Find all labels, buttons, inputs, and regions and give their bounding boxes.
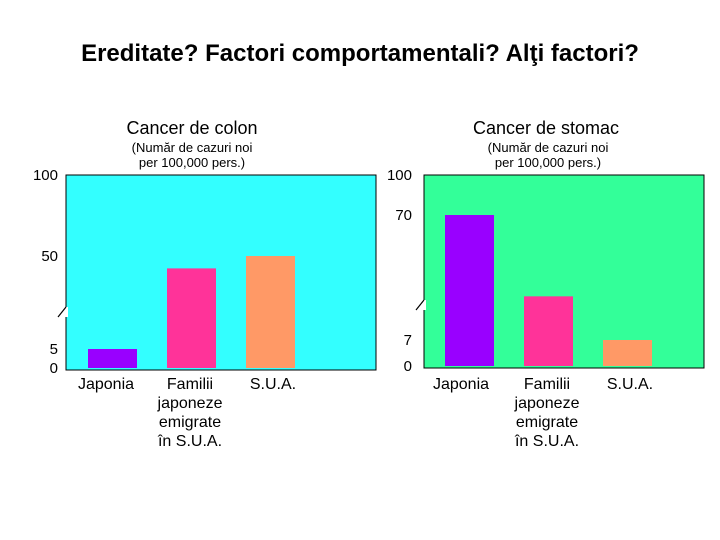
chart1-plot-area bbox=[65, 174, 377, 371]
chart2-category-2-line-2: japoneze bbox=[514, 395, 580, 412]
chart1-category-3-line-1: S.U.A. bbox=[250, 376, 296, 393]
chart2-subtitle-line-1: (Număr de cazuri noi bbox=[488, 140, 609, 155]
chart1-subtitle-line-2: per 100,000 pers.) bbox=[139, 155, 245, 170]
chart2-title: Cancer de stomac bbox=[473, 118, 619, 138]
chart2-category-2-line-3: emigrate bbox=[516, 414, 578, 431]
chart2-axis-break-mark bbox=[415, 299, 425, 311]
chart1-bar-2 bbox=[167, 268, 216, 368]
chart2-category-2-line-1: Familii bbox=[524, 376, 570, 393]
chart2-y-tick-100: 100 bbox=[387, 167, 412, 184]
chart1-y-tick-5: 5 bbox=[50, 341, 58, 358]
chart2-y-tick-0: 0 bbox=[404, 358, 412, 375]
chart2-category-2-line-4: în S.U.A. bbox=[514, 433, 579, 450]
chart1-axis-break-gap bbox=[64, 307, 68, 317]
chart2-category-1-line-1: Japonia bbox=[433, 376, 489, 393]
chart2-axis-break-gap bbox=[422, 300, 426, 310]
chart2-bar-1 bbox=[445, 215, 494, 366]
chart2-bar-2 bbox=[524, 296, 573, 366]
chart1-subtitle-line-1: (Număr de cazuri noi bbox=[132, 140, 253, 155]
chart2-y-tick-7: 7 bbox=[404, 332, 412, 349]
chart1-category-2-line-2: japoneze bbox=[157, 395, 223, 412]
chart2-y-tick-70: 70 bbox=[395, 207, 412, 224]
chart2-bar-3 bbox=[603, 340, 652, 366]
chart1-title: Cancer de colon bbox=[126, 118, 257, 138]
chart1-category-2-line-4: în S.U.A. bbox=[157, 433, 222, 450]
chart1-axis-break-mark bbox=[57, 306, 67, 318]
chart1-category-1-line-1: Japonia bbox=[78, 376, 134, 393]
chart1-bar-3 bbox=[246, 256, 295, 368]
chart1-y-tick-50: 50 bbox=[41, 248, 58, 265]
chart1-category-2-line-3: emigrate bbox=[159, 414, 221, 431]
chart1-y-tick-100: 100 bbox=[33, 167, 58, 184]
chart1-bar-1 bbox=[88, 349, 137, 368]
chart1-category-2-line-1: Familii bbox=[167, 376, 213, 393]
chart1-y-tick-0: 0 bbox=[50, 360, 58, 377]
chart2-subtitle-line-2: per 100,000 pers.) bbox=[495, 155, 601, 170]
slide-title: Ereditate? Factori comportamentali? Alţi… bbox=[81, 40, 639, 67]
chart2-category-3-line-1: S.U.A. bbox=[607, 376, 653, 393]
